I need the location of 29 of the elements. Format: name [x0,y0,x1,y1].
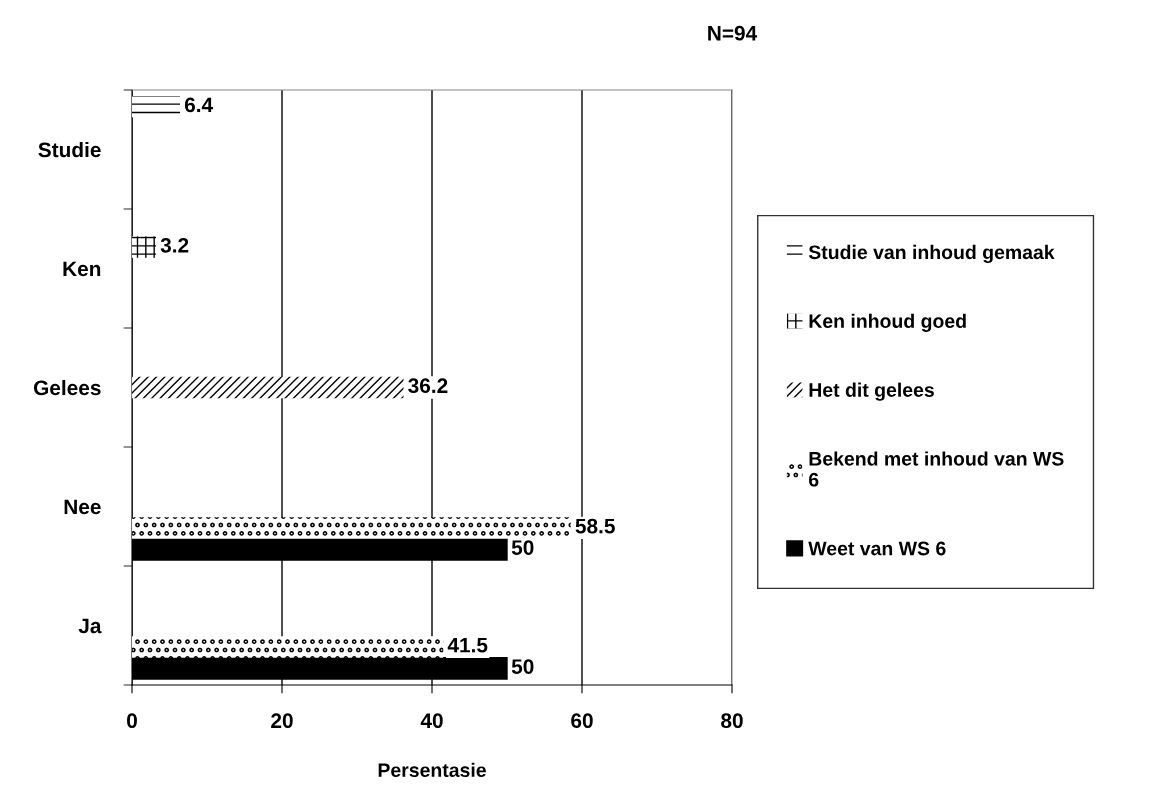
x-tick-label: 0 [127,713,137,729]
y-tick-label: Gelees [33,379,101,396]
y-tick-label: Ken [63,261,101,277]
y-tick-label: Nee [64,499,101,515]
legend-label: Studie van inhoud gemaak [808,244,1055,264]
legend-label: Weet van WS 6 [808,541,946,556]
bar [132,95,180,118]
x-tick-label: 40 [420,713,443,729]
data-label: 50 [511,659,534,674]
x-axis-title: Persentasie [378,762,486,778]
data-label: 41.5 [447,637,488,653]
bar [132,517,571,539]
legend-label: Bekend met inhoud van WS 6 [808,451,1064,487]
data-label: 58.5 [575,518,615,534]
bar [132,236,156,258]
legend-label: Het dit gelees [809,382,934,401]
legend-label: Ken inhoud goed [809,313,966,332]
data-label: 6.4 [184,97,214,113]
y-tick-label: Studie [38,141,101,158]
x-tick-label: 20 [271,713,293,729]
chart-title: N=94 [708,25,758,41]
y-tick-label: Ja [78,618,102,634]
data-label: 3.2 [160,237,189,253]
data-label: 50 [511,540,534,555]
bar [132,376,404,399]
bar [132,636,444,658]
data-label: 36.2 [408,378,448,394]
x-tick-label: 80 [721,713,743,729]
x-tick-label: 60 [571,713,593,729]
